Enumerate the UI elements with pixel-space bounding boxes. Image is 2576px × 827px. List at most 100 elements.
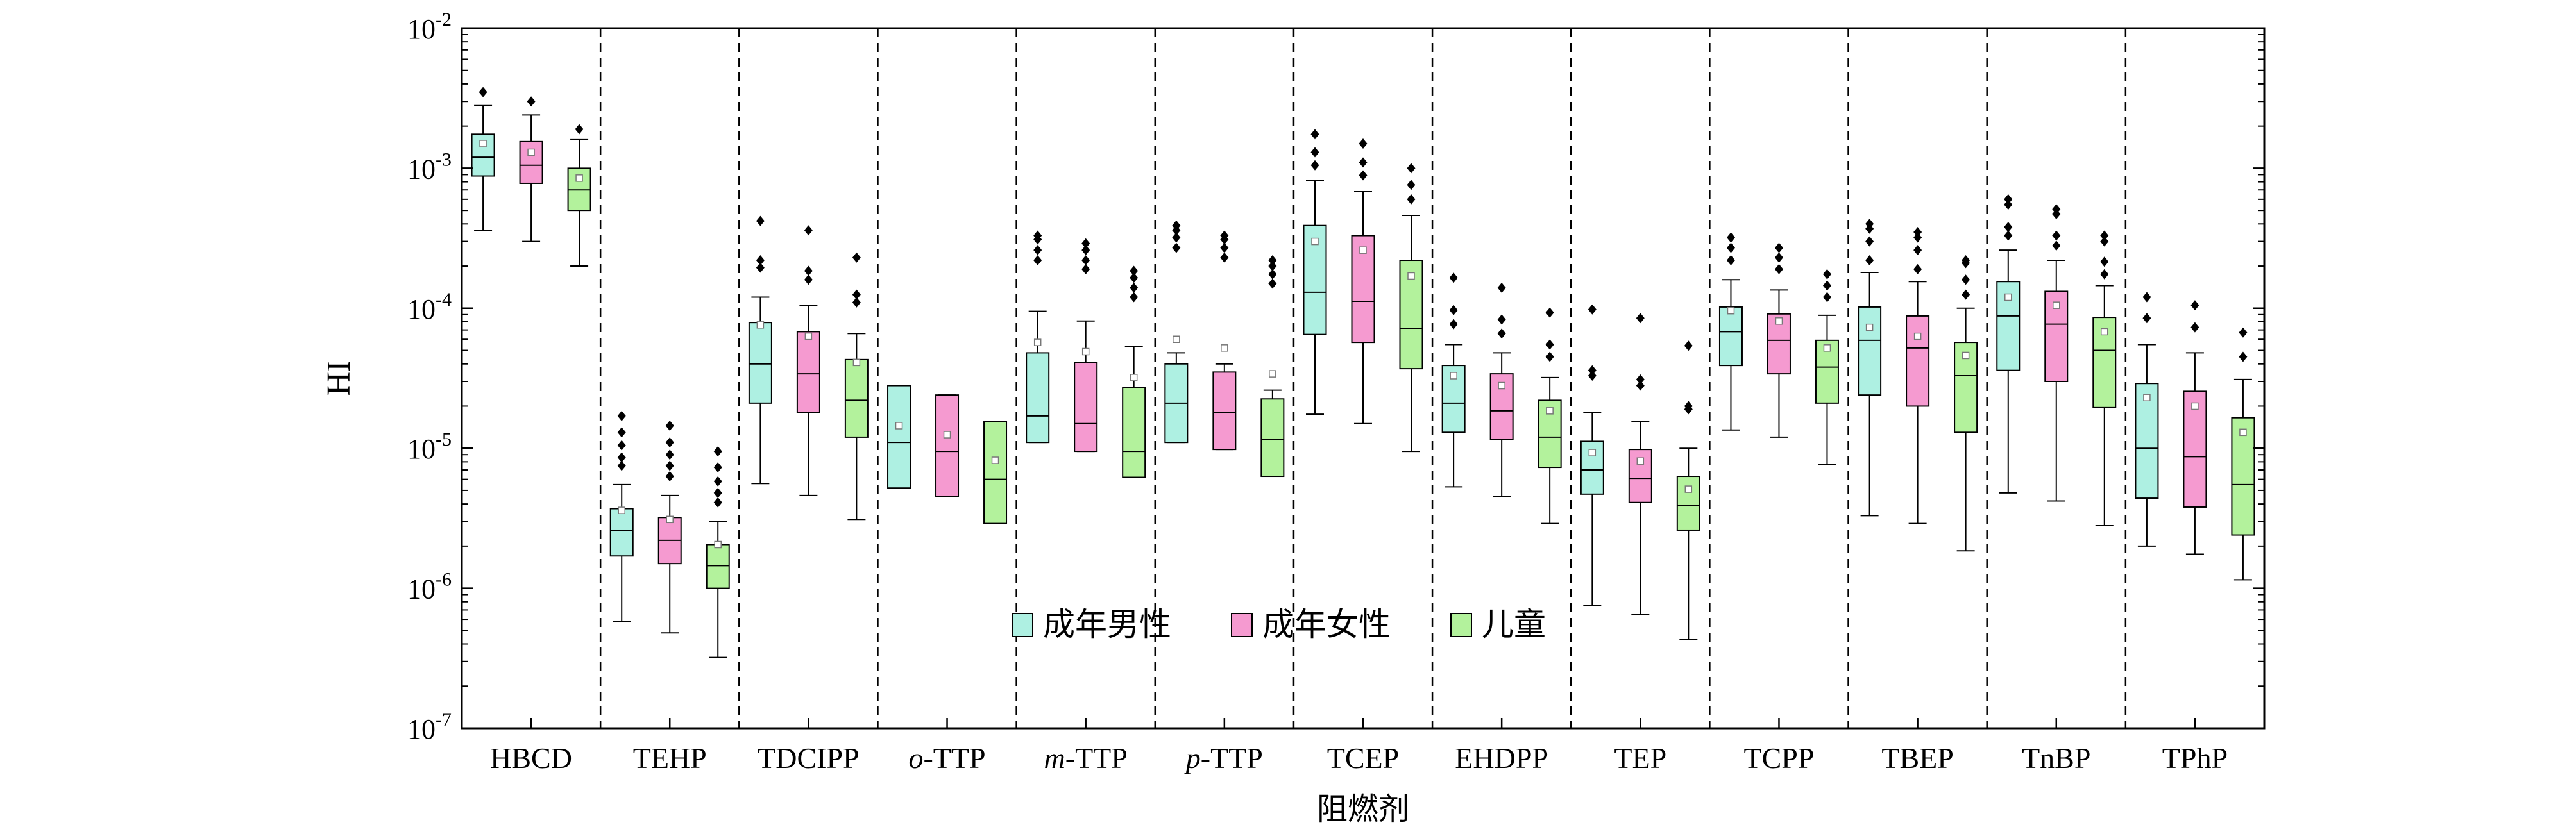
legend-swatch bbox=[1450, 613, 1472, 637]
outlier-point bbox=[1588, 304, 1597, 315]
outlier-point bbox=[804, 265, 813, 276]
box-7-1 bbox=[1489, 282, 1514, 497]
x-tick-label: TnBP bbox=[2022, 742, 2090, 774]
outlier-point bbox=[1359, 138, 1368, 149]
outlier-point bbox=[617, 427, 626, 438]
x-tick-label-text: TDCIPP bbox=[758, 742, 859, 774]
box-body bbox=[706, 544, 730, 589]
outlier-point bbox=[713, 476, 722, 487]
outlier-point bbox=[1359, 157, 1368, 168]
outlier-point bbox=[1130, 292, 1139, 303]
outlier-point bbox=[2004, 230, 2013, 241]
outlier-point bbox=[756, 215, 765, 226]
y-tick-base: 10 bbox=[407, 294, 436, 325]
outlier-point bbox=[852, 297, 861, 308]
box-11-1 bbox=[2044, 204, 2069, 502]
outlier-point bbox=[2004, 222, 2013, 233]
x-tick-label: TCPP bbox=[1743, 742, 1814, 774]
mean-marker bbox=[2004, 293, 2012, 301]
outlier-point bbox=[2052, 240, 2061, 251]
x-tick-label: TPhP bbox=[2162, 742, 2228, 774]
outlier-point bbox=[1913, 226, 1922, 237]
mean-marker bbox=[2143, 394, 2151, 401]
outlier-point bbox=[2239, 327, 2248, 338]
outlier-point bbox=[665, 471, 674, 482]
y-tick-base: 10 bbox=[407, 574, 436, 605]
outlier-point bbox=[713, 446, 722, 457]
outlier-point bbox=[1081, 238, 1090, 249]
outlier-point bbox=[665, 437, 674, 448]
outlier-point bbox=[713, 487, 722, 498]
mean-marker bbox=[1359, 246, 1367, 254]
outlier-point bbox=[1962, 274, 1970, 285]
box-body bbox=[1260, 398, 1285, 478]
box-6-2 bbox=[1399, 163, 1423, 453]
legend-item-1: 成年女性 bbox=[1231, 606, 1391, 643]
box-body bbox=[935, 394, 960, 497]
outlier-point bbox=[1774, 252, 1783, 263]
outlier-point bbox=[1449, 305, 1458, 315]
outlier-point bbox=[1822, 280, 1831, 291]
box-4-1 bbox=[1074, 238, 1098, 453]
mean-marker bbox=[714, 540, 722, 549]
outlier-point bbox=[1081, 263, 1090, 274]
box-10-0 bbox=[1858, 219, 1882, 517]
box-1-2 bbox=[706, 446, 730, 658]
outlier-point bbox=[2100, 256, 2109, 267]
mean-marker bbox=[618, 506, 625, 514]
outlier-point bbox=[1310, 147, 1319, 158]
outlier-point bbox=[2100, 236, 2109, 247]
x-tick-label-text: TBEP bbox=[1881, 742, 1953, 774]
outlier-point bbox=[1497, 328, 1506, 339]
x-tick-label: m-TTP bbox=[1044, 742, 1128, 774]
x-tick-label: TEHP bbox=[633, 742, 707, 774]
box-2-1 bbox=[796, 225, 820, 496]
mean-marker bbox=[1269, 370, 1276, 378]
outlier-point bbox=[1962, 255, 1970, 266]
mean-marker bbox=[575, 174, 583, 182]
y-tick-base: 10 bbox=[407, 153, 436, 185]
box-7-0 bbox=[1441, 272, 1466, 488]
y-tick-base: 10 bbox=[407, 13, 436, 45]
outlier-point bbox=[1636, 380, 1645, 391]
box-body bbox=[1122, 387, 1146, 478]
box-body bbox=[1212, 371, 1237, 451]
outlier-point bbox=[1962, 289, 1970, 300]
box-body bbox=[983, 421, 1008, 524]
outlier-point bbox=[1268, 278, 1277, 289]
legend-label: 儿童 bbox=[1482, 606, 1546, 643]
outlier-point bbox=[1220, 230, 1229, 241]
box-1-1 bbox=[657, 420, 682, 634]
outlier-point bbox=[1865, 219, 1874, 230]
outlier-point bbox=[1726, 255, 1735, 266]
box-5-2 bbox=[1260, 255, 1285, 478]
legend-label: 成年男性 bbox=[1043, 606, 1171, 643]
box-body bbox=[1580, 440, 1604, 495]
y-tick-exponent: -7 bbox=[436, 709, 452, 730]
outlier-point bbox=[1545, 351, 1554, 362]
x-tick-label-text: EHDPP bbox=[1455, 742, 1548, 774]
mean-marker bbox=[804, 332, 813, 340]
outlier-point bbox=[2190, 300, 2199, 311]
box-body bbox=[748, 322, 772, 404]
box-3-1 bbox=[935, 394, 960, 497]
box-6-1 bbox=[1351, 138, 1375, 424]
box-8-2 bbox=[1676, 340, 1700, 640]
box-body bbox=[2231, 417, 2255, 536]
outlier-point bbox=[2052, 230, 2061, 241]
outlier-point bbox=[1130, 265, 1139, 276]
outlier-point bbox=[2100, 230, 2109, 241]
box-3-0 bbox=[887, 385, 911, 489]
box-10-2 bbox=[1954, 255, 1978, 552]
box-body bbox=[796, 331, 820, 414]
outlier-point bbox=[756, 262, 765, 273]
outlier-point bbox=[527, 96, 536, 107]
outlier-point bbox=[2052, 204, 2061, 215]
box-5-1 bbox=[1212, 230, 1237, 451]
outlier-point bbox=[852, 252, 861, 263]
mean-marker bbox=[666, 515, 674, 524]
box-0-2 bbox=[567, 124, 591, 267]
outlier-point bbox=[1033, 255, 1042, 266]
box-0-0 bbox=[471, 87, 495, 231]
mean-marker bbox=[1498, 381, 1505, 390]
